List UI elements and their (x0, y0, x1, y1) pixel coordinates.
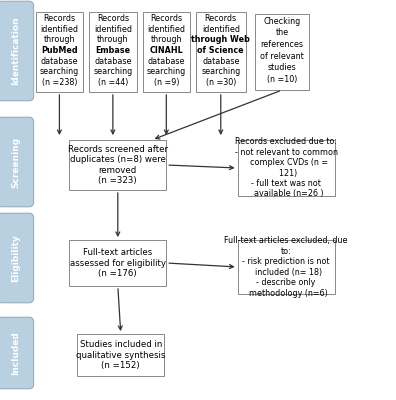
Text: through Web: through Web (191, 35, 250, 44)
Text: Included: Included (11, 331, 20, 375)
Text: identified: identified (147, 24, 185, 34)
Text: through: through (97, 35, 129, 44)
Text: Full-text articles
assessed for eligibility
(n =176): Full-text articles assessed for eligibil… (70, 248, 166, 278)
FancyBboxPatch shape (238, 140, 335, 196)
FancyBboxPatch shape (0, 317, 34, 389)
Text: searching: searching (40, 67, 79, 76)
Text: (n =238): (n =238) (42, 78, 77, 87)
Text: searching: searching (201, 67, 240, 76)
Text: Records: Records (205, 14, 237, 23)
Text: through: through (44, 35, 75, 44)
FancyBboxPatch shape (77, 334, 164, 376)
Text: Studies included in
qualitative synthesis
(n =152): Studies included in qualitative synthesi… (76, 340, 166, 370)
Text: (n =9): (n =9) (154, 78, 179, 87)
Text: database: database (148, 56, 185, 66)
Text: PubMed: PubMed (41, 46, 78, 55)
FancyBboxPatch shape (0, 117, 34, 207)
Text: identified: identified (202, 24, 240, 34)
Text: through: through (150, 35, 182, 44)
FancyBboxPatch shape (196, 12, 246, 92)
Text: studies: studies (268, 63, 297, 72)
FancyBboxPatch shape (255, 14, 309, 90)
Text: Records: Records (97, 14, 129, 23)
Text: Embase: Embase (95, 46, 130, 55)
Text: of relevant: of relevant (260, 52, 304, 60)
FancyBboxPatch shape (0, 213, 34, 303)
Text: (n =10): (n =10) (267, 75, 297, 84)
FancyBboxPatch shape (36, 12, 83, 92)
Text: identified: identified (94, 24, 132, 34)
Text: CINAHL: CINAHL (149, 46, 183, 55)
Text: searching: searching (147, 67, 186, 76)
FancyBboxPatch shape (89, 12, 137, 92)
Text: the: the (276, 28, 289, 37)
Text: Records: Records (150, 14, 183, 23)
FancyBboxPatch shape (69, 240, 166, 286)
Text: Screening: Screening (11, 136, 20, 188)
Text: (n =44): (n =44) (98, 78, 128, 87)
Text: searching: searching (93, 67, 133, 76)
Text: Records screened after
duplicates (n=8) were
removed
(n =323): Records screened after duplicates (n=8) … (68, 145, 168, 185)
Text: identified: identified (40, 24, 78, 34)
Text: database: database (41, 56, 78, 66)
Text: Identification: Identification (11, 17, 20, 85)
Text: Records: Records (43, 14, 76, 23)
Text: database: database (94, 56, 131, 66)
FancyBboxPatch shape (0, 1, 34, 101)
Text: references: references (261, 40, 304, 49)
Text: Full-text articles excluded, due
to:
- risk prediction is not
  included (n= 18): Full-text articles excluded, due to: - r… (225, 236, 348, 298)
Text: of Science: of Science (198, 46, 244, 55)
FancyBboxPatch shape (143, 12, 190, 92)
Text: (n =30): (n =30) (206, 78, 236, 87)
FancyBboxPatch shape (69, 140, 166, 190)
Text: Checking: Checking (263, 16, 301, 26)
Text: Records excluded due to:
- not relevant to common
  complex CVDs (n =
  121)
- f: Records excluded due to: - not relevant … (234, 138, 338, 198)
Text: database: database (202, 56, 240, 66)
Text: Eligibility: Eligibility (11, 234, 20, 282)
FancyBboxPatch shape (238, 240, 335, 294)
